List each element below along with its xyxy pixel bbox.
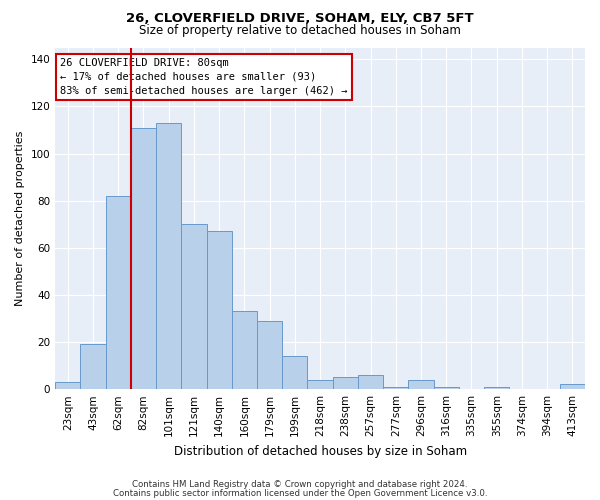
Bar bbox=[434, 387, 459, 389]
Bar bbox=[156, 123, 181, 389]
Bar bbox=[106, 196, 131, 389]
Bar bbox=[232, 312, 257, 389]
Bar bbox=[282, 356, 307, 389]
Bar bbox=[560, 384, 585, 389]
Text: Contains public sector information licensed under the Open Government Licence v3: Contains public sector information licen… bbox=[113, 488, 487, 498]
Bar bbox=[80, 344, 106, 389]
Bar bbox=[484, 387, 509, 389]
Bar bbox=[257, 321, 282, 389]
Bar bbox=[409, 380, 434, 389]
Text: Size of property relative to detached houses in Soham: Size of property relative to detached ho… bbox=[139, 24, 461, 37]
Bar bbox=[55, 382, 80, 389]
Bar bbox=[307, 380, 332, 389]
Text: Contains HM Land Registry data © Crown copyright and database right 2024.: Contains HM Land Registry data © Crown c… bbox=[132, 480, 468, 489]
X-axis label: Distribution of detached houses by size in Soham: Distribution of detached houses by size … bbox=[173, 444, 467, 458]
Bar bbox=[181, 224, 206, 389]
Bar bbox=[206, 232, 232, 389]
Y-axis label: Number of detached properties: Number of detached properties bbox=[15, 130, 25, 306]
Text: 26 CLOVERFIELD DRIVE: 80sqm
← 17% of detached houses are smaller (93)
83% of sem: 26 CLOVERFIELD DRIVE: 80sqm ← 17% of det… bbox=[61, 58, 348, 96]
Text: 26, CLOVERFIELD DRIVE, SOHAM, ELY, CB7 5FT: 26, CLOVERFIELD DRIVE, SOHAM, ELY, CB7 5… bbox=[126, 12, 474, 26]
Bar bbox=[358, 375, 383, 389]
Bar bbox=[131, 128, 156, 389]
Bar bbox=[383, 387, 409, 389]
Bar bbox=[332, 378, 358, 389]
